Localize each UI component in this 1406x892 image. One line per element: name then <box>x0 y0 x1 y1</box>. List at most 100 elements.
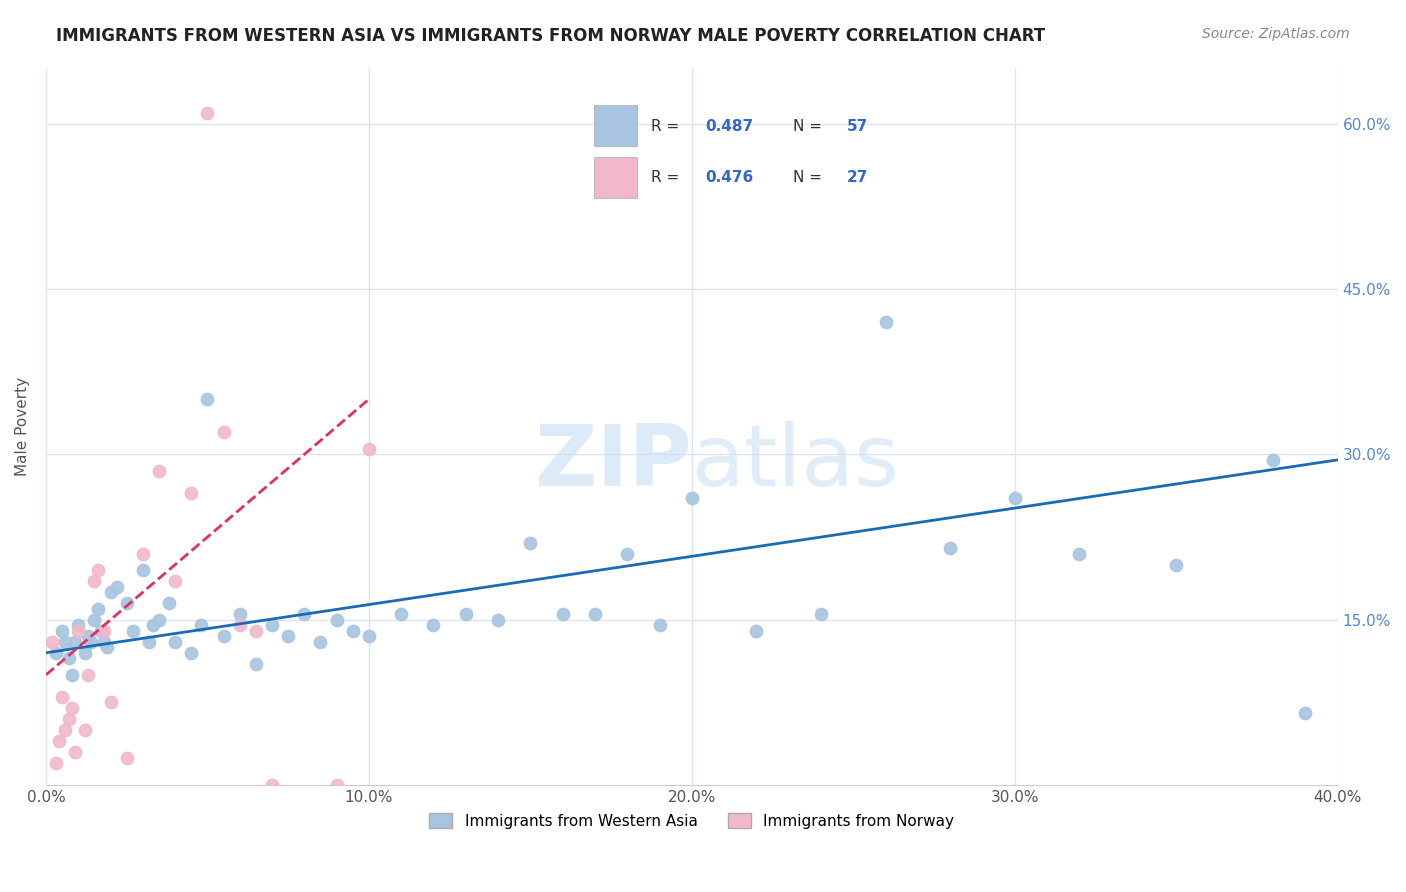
Point <box>486 613 509 627</box>
Point <box>389 607 412 622</box>
Point <box>342 624 364 638</box>
FancyBboxPatch shape <box>593 105 637 145</box>
Point <box>77 668 100 682</box>
Text: 0.487: 0.487 <box>704 119 754 134</box>
Point <box>197 105 219 120</box>
Point <box>53 634 76 648</box>
Point <box>100 695 122 709</box>
Point <box>228 607 250 622</box>
Point <box>132 547 155 561</box>
Point <box>212 629 235 643</box>
Point <box>422 618 444 632</box>
Point <box>58 651 80 665</box>
Point <box>138 634 160 648</box>
Point <box>115 596 138 610</box>
Point <box>67 624 90 638</box>
Point <box>93 634 115 648</box>
Point <box>45 646 67 660</box>
Point <box>325 778 347 792</box>
Point <box>53 723 76 737</box>
Point <box>551 607 574 622</box>
Text: 27: 27 <box>846 169 868 185</box>
Point <box>875 315 897 329</box>
Point <box>73 646 96 660</box>
Point <box>148 613 170 627</box>
Text: R =: R = <box>651 169 685 185</box>
Legend: Immigrants from Western Asia, Immigrants from Norway: Immigrants from Western Asia, Immigrants… <box>423 806 960 835</box>
Point <box>681 491 703 506</box>
Point <box>260 778 283 792</box>
Point <box>357 442 380 456</box>
Point <box>245 657 267 671</box>
Point <box>67 618 90 632</box>
Point <box>357 629 380 643</box>
Point <box>180 486 202 500</box>
Point <box>810 607 832 622</box>
Y-axis label: Male Poverty: Male Poverty <box>15 377 30 476</box>
Point <box>519 535 541 549</box>
Point <box>86 601 108 615</box>
Point <box>1166 558 1188 572</box>
FancyBboxPatch shape <box>593 157 637 198</box>
Point <box>77 629 100 643</box>
Text: Source: ZipAtlas.com: Source: ZipAtlas.com <box>1202 27 1350 41</box>
Point <box>45 756 67 770</box>
Point <box>115 750 138 764</box>
Point <box>86 563 108 577</box>
Point <box>228 618 250 632</box>
Point <box>83 574 105 589</box>
Point <box>648 618 671 632</box>
Point <box>197 392 219 407</box>
Point <box>1294 706 1316 721</box>
Point <box>180 646 202 660</box>
Point <box>60 701 83 715</box>
Point <box>73 723 96 737</box>
Point <box>277 629 299 643</box>
Point <box>58 712 80 726</box>
Point <box>63 634 86 648</box>
Text: N =: N = <box>793 169 827 185</box>
Point <box>96 640 118 655</box>
Point <box>1004 491 1026 506</box>
Point <box>1261 453 1284 467</box>
Point <box>48 734 70 748</box>
Point <box>93 624 115 638</box>
Point <box>190 618 212 632</box>
Text: N =: N = <box>793 119 827 134</box>
Point <box>745 624 768 638</box>
Point <box>80 634 103 648</box>
Point <box>165 634 187 648</box>
Point <box>292 607 315 622</box>
Text: R =: R = <box>651 119 685 134</box>
Point <box>51 624 73 638</box>
Point <box>309 634 332 648</box>
Point <box>1069 547 1091 561</box>
Point <box>616 547 638 561</box>
Text: IMMIGRANTS FROM WESTERN ASIA VS IMMIGRANTS FROM NORWAY MALE POVERTY CORRELATION : IMMIGRANTS FROM WESTERN ASIA VS IMMIGRAN… <box>56 27 1046 45</box>
Point <box>148 464 170 478</box>
Text: atlas: atlas <box>692 421 900 504</box>
Text: ZIP: ZIP <box>534 421 692 504</box>
Point <box>83 613 105 627</box>
Point <box>100 585 122 599</box>
Point <box>63 745 86 759</box>
Point <box>939 541 962 555</box>
Point <box>51 690 73 704</box>
Point <box>260 618 283 632</box>
Text: 57: 57 <box>846 119 868 134</box>
Point <box>212 425 235 440</box>
Point <box>90 624 112 638</box>
Point <box>41 634 63 648</box>
Point <box>454 607 477 622</box>
Point <box>325 613 347 627</box>
Point <box>141 618 163 632</box>
Text: 0.476: 0.476 <box>704 169 754 185</box>
Point <box>165 574 187 589</box>
Point <box>132 563 155 577</box>
Point <box>583 607 606 622</box>
Point <box>60 668 83 682</box>
Point <box>157 596 180 610</box>
Point <box>122 624 145 638</box>
Point <box>245 624 267 638</box>
Point <box>105 580 128 594</box>
